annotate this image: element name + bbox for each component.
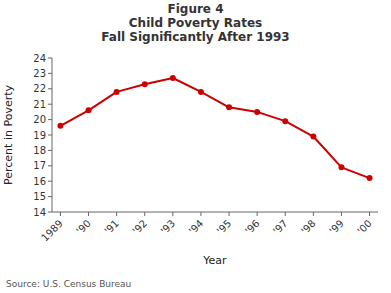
x-tick bbox=[229, 212, 230, 216]
y-tick-label: 18 bbox=[33, 145, 46, 156]
x-axis bbox=[52, 212, 378, 213]
y-tick bbox=[48, 165, 52, 166]
x-tick bbox=[369, 212, 370, 216]
y-tick-label: 19 bbox=[33, 130, 46, 141]
y-tick bbox=[48, 212, 52, 213]
y-tick bbox=[48, 119, 52, 120]
x-tick bbox=[341, 212, 342, 216]
title-line: Child Poverty Rates bbox=[129, 16, 262, 30]
annotation: Source: U.S. Census Bureau bbox=[6, 279, 131, 289]
point bbox=[114, 89, 120, 95]
y-tick-label: 20 bbox=[33, 114, 46, 125]
x-tick bbox=[144, 212, 145, 216]
x-tick-label: '97 bbox=[271, 218, 290, 237]
y-tick bbox=[48, 196, 52, 197]
point bbox=[57, 123, 63, 129]
y-tick bbox=[48, 104, 52, 105]
title-line: Figure 4 bbox=[167, 2, 223, 16]
x-tick-label: '94 bbox=[187, 218, 206, 237]
chart: Figure 4Child Poverty RatesFall Signific… bbox=[0, 0, 391, 293]
y-tick-label: 23 bbox=[33, 68, 46, 79]
y-tick-label: 14 bbox=[33, 207, 46, 218]
point bbox=[310, 134, 316, 140]
y-tick-label: 22 bbox=[33, 83, 46, 94]
y-tick-label: 21 bbox=[33, 99, 46, 110]
y-tick-label: 16 bbox=[33, 176, 46, 187]
x-tick bbox=[172, 212, 173, 216]
point bbox=[142, 81, 148, 87]
x-tick bbox=[200, 212, 201, 216]
point bbox=[282, 118, 288, 124]
y-tick bbox=[48, 135, 52, 136]
x-tick bbox=[257, 212, 258, 216]
y-tick-label: 15 bbox=[33, 191, 46, 202]
x-tick bbox=[88, 212, 89, 216]
x-tick-label: 1989 bbox=[39, 218, 65, 244]
x-tick-label: '93 bbox=[159, 218, 178, 237]
x-tick bbox=[313, 212, 314, 216]
plot-area bbox=[57, 75, 372, 181]
x-tick bbox=[285, 212, 286, 216]
x-axis-label: Year bbox=[202, 254, 227, 267]
point bbox=[86, 107, 92, 113]
x-tick bbox=[116, 212, 117, 216]
y-tick bbox=[48, 88, 52, 89]
x-tick bbox=[60, 212, 61, 216]
x-tick-label: '92 bbox=[130, 218, 149, 237]
x-tick-label: '99 bbox=[327, 218, 346, 237]
y-tick bbox=[48, 181, 52, 182]
point bbox=[338, 164, 344, 170]
x-tick-label: '00 bbox=[355, 218, 374, 237]
y-tick bbox=[48, 150, 52, 151]
title-line: Fall Significantly After 1993 bbox=[101, 30, 289, 44]
point bbox=[170, 75, 176, 81]
line bbox=[60, 78, 369, 178]
y-axis-label: Percent in Poverty bbox=[2, 85, 15, 185]
point bbox=[367, 175, 373, 181]
y-tick-label: 17 bbox=[33, 160, 46, 171]
x-tick-label: '96 bbox=[243, 218, 262, 237]
y-tick bbox=[48, 58, 52, 59]
y-tick bbox=[48, 73, 52, 74]
title: Figure 4Child Poverty RatesFall Signific… bbox=[101, 2, 289, 44]
point bbox=[254, 109, 260, 115]
x-tick-label: '91 bbox=[102, 218, 121, 237]
y-tick-label: 24 bbox=[33, 53, 46, 64]
x-tick-label: '98 bbox=[299, 218, 318, 237]
point bbox=[198, 89, 204, 95]
x-tick-label: '95 bbox=[215, 218, 234, 237]
x-tick-label: '90 bbox=[74, 218, 93, 237]
point bbox=[226, 104, 232, 110]
